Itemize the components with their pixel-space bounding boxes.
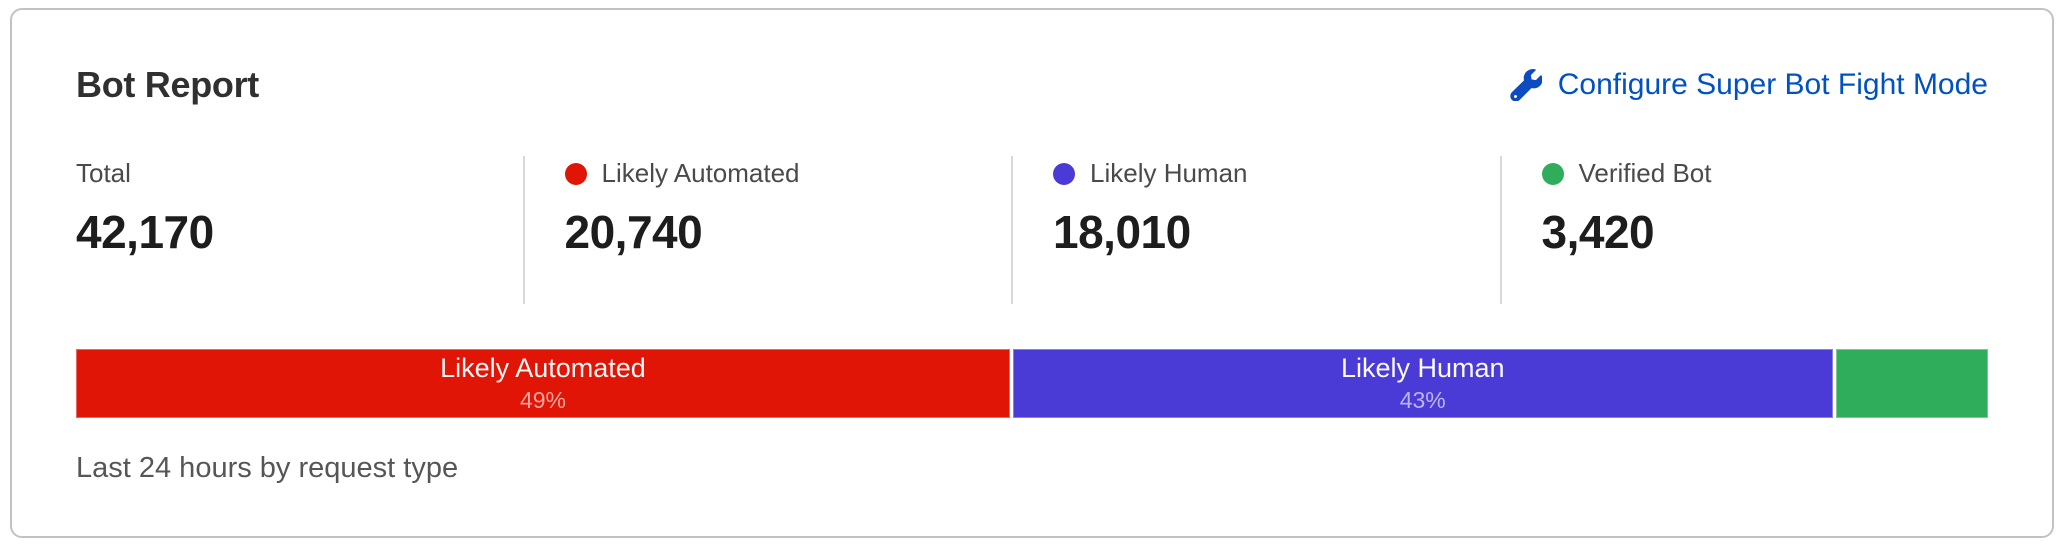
segment-label: Likely Automated [440,353,646,383]
likely-human-dot-icon [1053,162,1075,185]
stat-verified-bot-label-row: Verified Bot [1541,158,1989,189]
configure-link-label: Configure Super Bot Fight Mode [1557,68,1988,101]
wrench-icon [1510,69,1542,101]
stacked-bar-chart: Likely Automated 49% Likely Human 43% [76,349,1988,418]
segment-label: Likely Human [1340,353,1505,383]
stat-likely-automated-label-row: Likely Automated [564,158,1012,189]
stat-likely-human-value: 18,010 [1053,206,1191,258]
stat-likely-human: Likely Human 18,010 [1011,156,1500,304]
bot-report-card: Bot Report Configure Super Bot Fight Mod… [10,8,2054,538]
stat-verified-bot: Verified Bot 3,420 [1499,156,1989,304]
stat-label: Likely Automated [601,158,800,188]
stat-total-label-row: Total [76,158,523,189]
stats-row: Total 42,170 Likely Automated 20,740 Lik… [76,156,1988,304]
stat-label: Verified Bot [1578,158,1712,188]
stat-total-value: 42,170 [76,206,214,258]
stat-total: Total 42,170 [76,156,523,304]
stat-label: Likely Human [1090,158,1248,188]
stat-likely-automated: Likely Automated 20,740 [522,156,1012,304]
likely-automated-dot-icon [564,162,587,185]
stat-likely-human-label-row: Likely Human [1053,158,1500,189]
bar-segment-likely-human: Likely Human 43% [1012,349,1833,418]
card-header: Bot Report Configure Super Bot Fight Mod… [76,64,1988,106]
time-range-caption: Last 24 hours by request type [76,452,459,484]
segment-percent: 49% [519,386,566,413]
stat-verified-bot-value: 3,420 [1541,206,1655,258]
segment-percent: 43% [1399,386,1446,413]
page-title: Bot Report [76,64,259,105]
stat-label: Total [76,158,131,188]
verified-bot-dot-icon [1541,162,1564,185]
stat-likely-automated-value: 20,740 [564,206,703,258]
configure-super-bot-fight-mode-link[interactable]: Configure Super Bot Fight Mode [1510,68,1988,102]
bar-segment-likely-automated: Likely Automated 49% [76,349,1010,418]
bar-segment-verified-bot [1835,349,1988,418]
